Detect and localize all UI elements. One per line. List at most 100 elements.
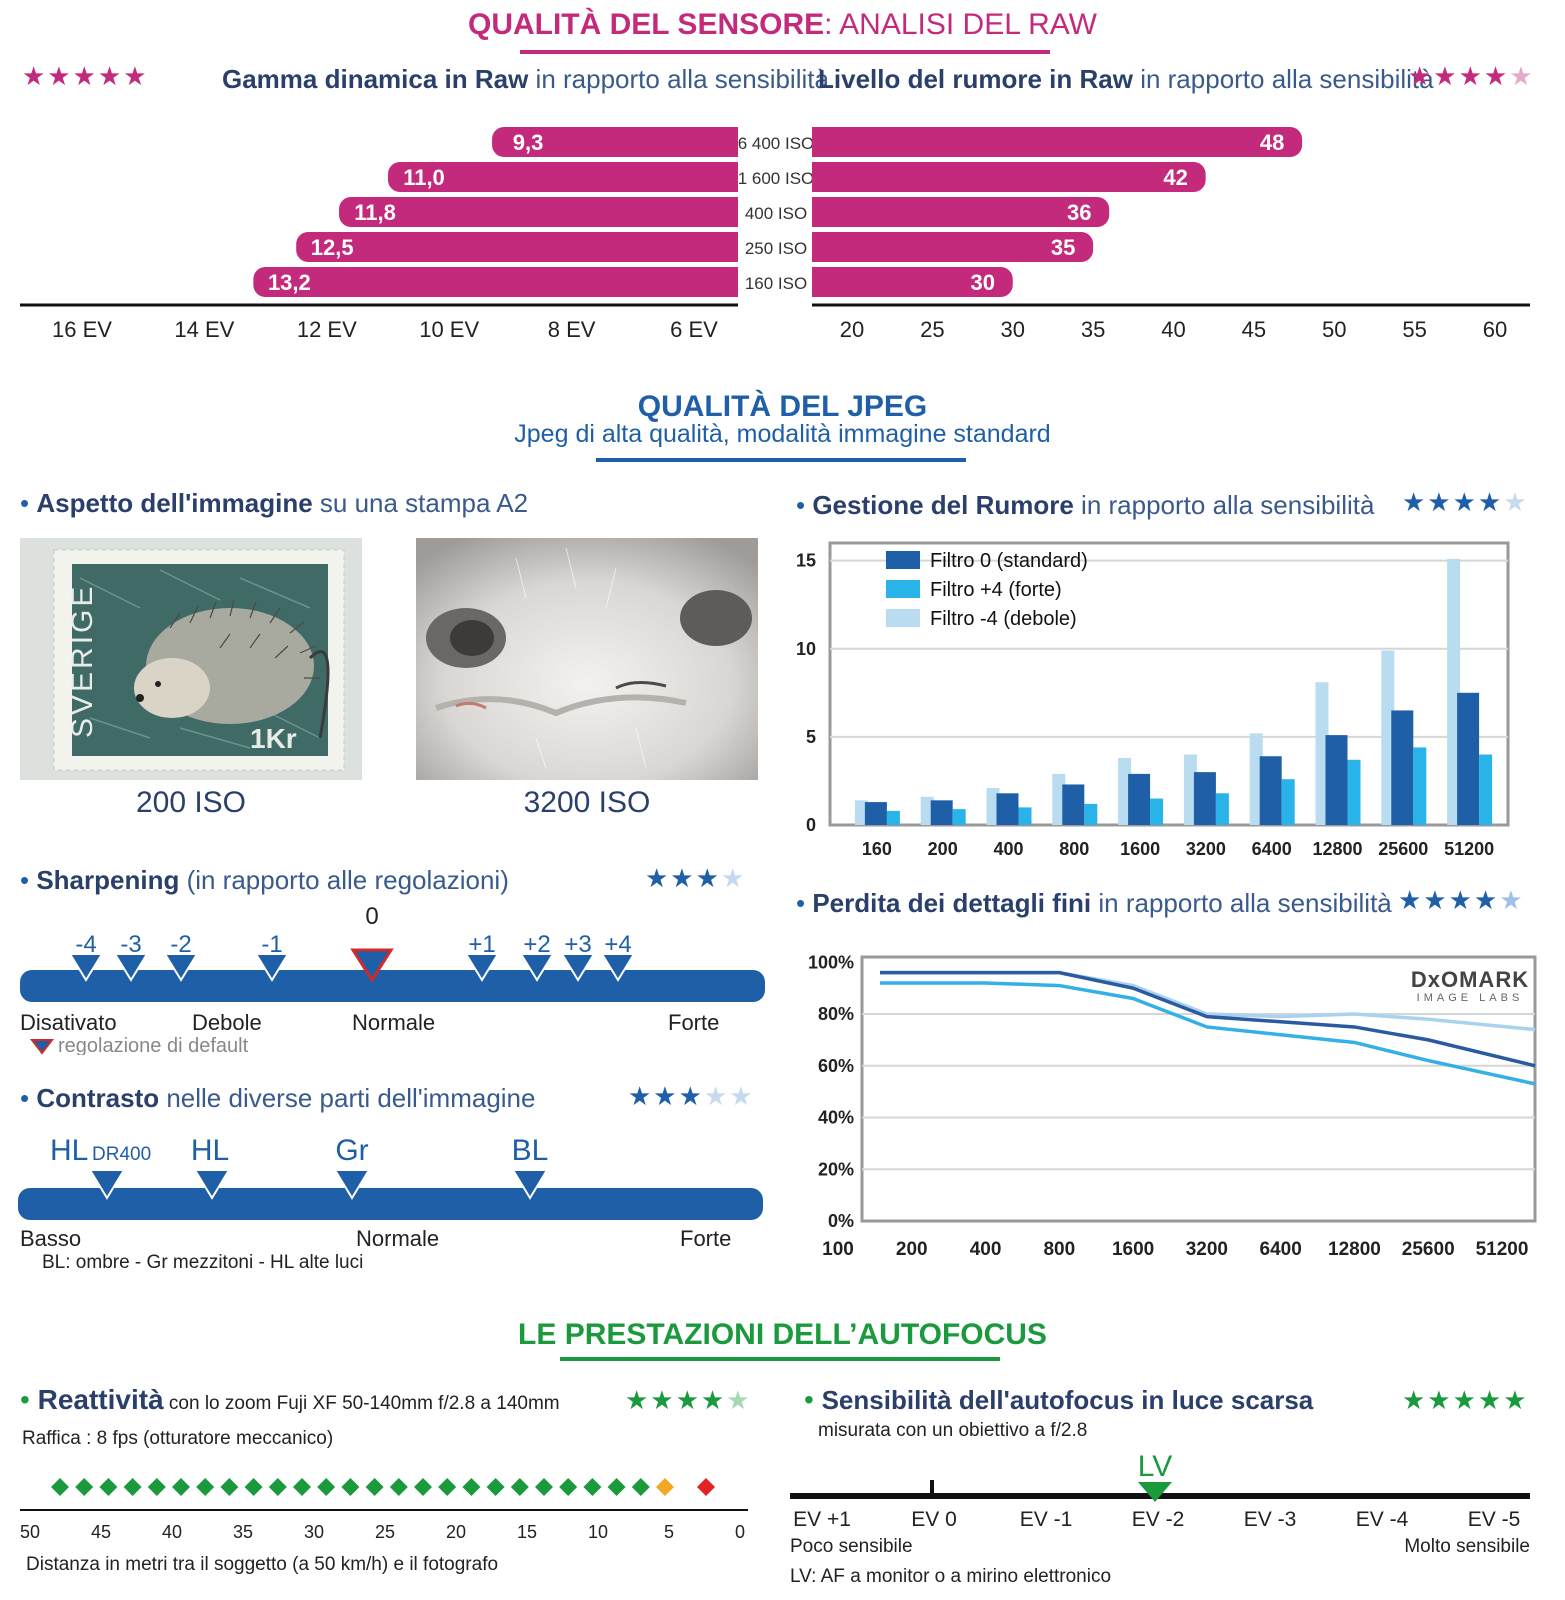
af-green-marker xyxy=(196,1478,215,1496)
y-tick-label: 100% xyxy=(808,952,854,972)
af-green-marker xyxy=(631,1478,650,1496)
x-tick-label: 51200 xyxy=(1444,839,1494,859)
distance-tick-label: 35 xyxy=(233,1522,253,1542)
af-green-marker xyxy=(341,1478,360,1496)
detail-heading: • Perdita dei dettagli fini in rapporto … xyxy=(796,888,1392,919)
x-tick-label: 3200 xyxy=(1186,839,1226,859)
aspect-heading-bold: Aspetto dell'immagine xyxy=(36,488,313,518)
dr-value-label: 9,3 xyxy=(513,130,544,155)
noise-heading-rest: in rapporto alla sensibilità xyxy=(1073,490,1375,520)
contrast-stars-full: ★★★ xyxy=(628,1082,704,1112)
noise-raw-value-label: 48 xyxy=(1260,130,1284,155)
af-green-marker xyxy=(438,1478,457,1496)
noise-bar xyxy=(1249,733,1263,825)
af-green-marker xyxy=(172,1478,190,1496)
noise-raw-bar-square-end xyxy=(812,267,999,297)
distance-tick-label: 10 xyxy=(588,1522,608,1542)
contrast-marker-icon xyxy=(193,1169,231,1200)
contrast-marker-label: BL xyxy=(512,1134,549,1167)
sharp-level-label: -2 xyxy=(170,931,191,958)
noise-bar xyxy=(996,793,1019,825)
noise-bar xyxy=(886,810,900,825)
x-tick-label: 25600 xyxy=(1378,839,1428,859)
contrast-note: BL: ombre - Gr mezzitoni - HL alte luci xyxy=(42,1252,363,1270)
contrast-bar xyxy=(18,1188,763,1220)
default-legend-icon xyxy=(29,1039,55,1055)
x-tick-label: 100 xyxy=(822,1239,854,1260)
raw-title-rest: : ANALISI DEL RAW xyxy=(824,8,1097,41)
bullet-icon: • xyxy=(804,1384,822,1415)
y-tick-label: 0 xyxy=(806,815,816,835)
sharp-marker-icon xyxy=(68,953,104,982)
bullet-icon: • xyxy=(20,1384,38,1415)
af-green-marker xyxy=(414,1478,432,1496)
x-tick-label: 400 xyxy=(970,1239,1002,1260)
ev-tick-label: EV -3 xyxy=(1244,1508,1297,1531)
contrast-marker-icon xyxy=(511,1169,549,1200)
noise-stars-empty: ★ xyxy=(1503,488,1529,518)
noise-raw-stars-full: ★★★★ xyxy=(1408,62,1510,92)
iso-category-label: 250 ISO xyxy=(745,239,807,258)
distance-caption: Distanza in metri tra il soggetto (a 50 … xyxy=(26,1554,498,1575)
noise-bar xyxy=(1183,754,1197,825)
lowlight-scale: LV EV +1 EV 0 EV -1 EV -2 EV -3 EV -4 EV -5 Poco… xyxy=(790,1450,1530,1587)
noise-bar xyxy=(1325,735,1348,825)
af-green-marker xyxy=(293,1478,311,1496)
sample-image-200iso: SVERIGE 1Kr xyxy=(20,538,362,780)
noise-bar xyxy=(1259,756,1282,825)
y-tick-label: 60% xyxy=(818,1056,854,1076)
contrast-heading-rest: nelle diverse parti dell'immagine xyxy=(159,1083,536,1113)
y-tick-label: 15 xyxy=(796,551,816,571)
sharp-level-label: -4 xyxy=(75,931,96,958)
noise-raw-tick-label: 25 xyxy=(920,317,944,342)
dr-value-label: 11,0 xyxy=(403,165,445,190)
dr-tick-label: 10 EV xyxy=(419,317,479,342)
dr-tick-label: 16 EV xyxy=(52,317,112,342)
noise-raw-bar-square-end xyxy=(812,232,1080,262)
noise-raw-tick-label: 50 xyxy=(1322,317,1346,342)
y-tick-label: 40% xyxy=(818,1108,854,1128)
x-tick-label: 1600 xyxy=(1120,839,1160,859)
noise-raw-value-label: 30 xyxy=(971,270,995,295)
iso-category-label: 160 ISO xyxy=(745,274,807,293)
x-tick-label: 800 xyxy=(1043,1239,1075,1260)
noise-bar xyxy=(986,787,1000,825)
af-green-marker xyxy=(317,1478,336,1496)
x-tick-label: 3200 xyxy=(1186,1239,1228,1260)
distance-tick-label: 45 xyxy=(91,1522,111,1542)
x-tick-label: 400 xyxy=(993,839,1023,859)
sharp-heading-bold: Sharpening xyxy=(36,865,180,895)
jpeg-title-underline xyxy=(596,458,966,462)
noise-bar xyxy=(930,800,953,825)
y-tick-label: 80% xyxy=(818,1004,854,1024)
af-green-marker xyxy=(607,1478,626,1496)
sharp-marker-icon xyxy=(600,953,636,982)
noise-raw-tick-label: 55 xyxy=(1402,317,1426,342)
ev-tick-label: EV 0 xyxy=(911,1508,957,1531)
dr-value-label: 11,8 xyxy=(354,200,396,225)
noise-heading: • Gestione del Rumore in rapporto alla s… xyxy=(796,490,1374,521)
noise-raw-tick-label: 20 xyxy=(840,317,864,342)
af-green-marker xyxy=(535,1478,553,1496)
af-green-marker xyxy=(462,1478,481,1496)
y-tick-label: 10 xyxy=(796,639,816,659)
sharp-level-label: -1 xyxy=(261,931,282,958)
x-tick-label: 25600 xyxy=(1402,1239,1455,1260)
ev-tick-label: EV +1 xyxy=(793,1508,851,1531)
noise-raw-tick-label: 30 xyxy=(1001,317,1025,342)
bullet-icon: • xyxy=(796,888,813,918)
contrast-marker-sublabel: DR400 xyxy=(92,1144,151,1165)
detail-stars-empty: ★ xyxy=(1499,886,1525,916)
plush-toy-illustration xyxy=(416,538,758,780)
noise-bar xyxy=(1052,773,1066,825)
dr-tick-label: 14 EV xyxy=(174,317,234,342)
af-green-marker xyxy=(220,1478,239,1496)
noise-stars-full: ★★★★ xyxy=(1402,488,1504,518)
sharp-marker-icon xyxy=(163,953,199,982)
lowlight-heading-bold: Sensibilità dell'autofocus in luce scars… xyxy=(821,1385,1314,1415)
noise-raw-bar-square-end xyxy=(812,197,1096,227)
react-stars-empty: ★ xyxy=(726,1386,752,1416)
react-heading: • Reattività con lo zoom Fuji XF 50-140m… xyxy=(20,1384,560,1416)
y-tick-label: 20% xyxy=(818,1159,854,1179)
